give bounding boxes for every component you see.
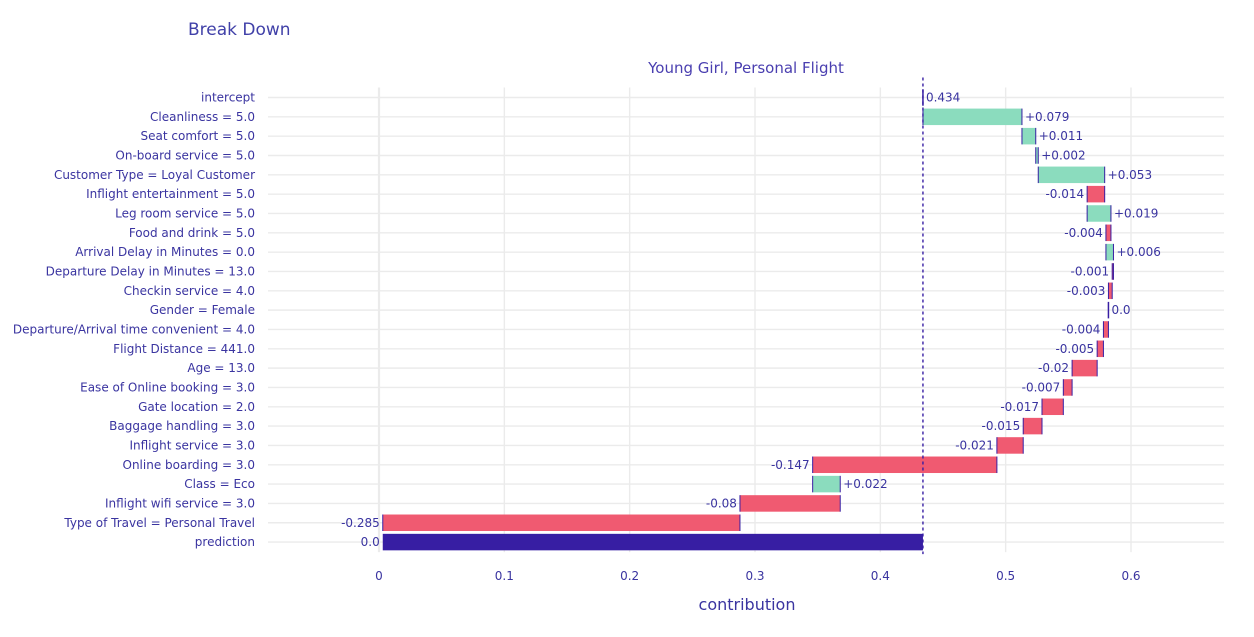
value-label: -0.005 [1055, 342, 1094, 356]
category-label: Type of Travel = Personal Travel [63, 516, 255, 530]
chart-title: Break Down [188, 20, 291, 40]
bar [382, 533, 923, 551]
bar [382, 514, 740, 532]
value-label: 0.0 [1111, 303, 1130, 317]
bar [739, 495, 841, 512]
value-label: -0.003 [1067, 284, 1106, 298]
x-tick-label: 0.5 [996, 569, 1015, 583]
bar [922, 108, 1022, 126]
value-label: -0.015 [982, 419, 1021, 433]
category-label: On-board service = 5.0 [115, 148, 255, 162]
x-axis-title: contribution [699, 595, 796, 614]
category-label: Seat comfort = 5.0 [141, 129, 255, 143]
value-label: -0.02 [1038, 361, 1069, 375]
bar [812, 475, 841, 493]
value-label: -0.004 [1064, 226, 1103, 240]
x-tick-label: 0.3 [745, 569, 764, 583]
bar [1023, 417, 1043, 435]
category-label: Online boarding = 3.0 [123, 458, 256, 472]
bar [1105, 224, 1111, 242]
bar [1087, 185, 1105, 203]
category-label: Baggage handling = 3.0 [109, 419, 255, 433]
grid [268, 87, 1224, 553]
value-label: +0.079 [1025, 110, 1069, 124]
category-label: Departure/Arrival time convenient = 4.0 [13, 322, 255, 336]
value-label: -0.017 [1000, 400, 1039, 414]
value-label: +0.019 [1114, 206, 1158, 220]
bar [1105, 243, 1114, 261]
bar [1021, 127, 1036, 145]
value-label: 0.0 [361, 535, 380, 549]
x-tick-label: 0.1 [495, 569, 514, 583]
category-label: Customer Type = Loyal Customer [54, 168, 255, 182]
value-label: -0.014 [1045, 187, 1084, 201]
bar [1087, 205, 1111, 222]
x-tick-label: 0.4 [871, 569, 890, 583]
value-label: -0.004 [1062, 322, 1101, 336]
bar [1035, 147, 1039, 164]
value-label: -0.007 [1022, 380, 1061, 394]
value-label: +0.011 [1039, 129, 1083, 143]
bar [1112, 263, 1114, 280]
value-label: -0.147 [771, 458, 810, 472]
category-label: Food and drink = 5.0 [129, 226, 255, 240]
value-label: +0.022 [843, 477, 887, 491]
category-label: Flight Distance = 441.0 [113, 342, 255, 356]
category-label: Inflight entertainment = 5.0 [86, 187, 255, 201]
x-tick-label: 0 [375, 569, 383, 583]
x-tick-label: 0.6 [1121, 569, 1140, 583]
category-label: Arrival Delay in Minutes = 0.0 [75, 245, 255, 259]
value-label: -0.285 [341, 516, 380, 530]
category-label: Gate location = 2.0 [138, 400, 255, 414]
category-label: Cleanliness = 5.0 [150, 110, 255, 124]
value-label: +0.053 [1108, 168, 1152, 182]
bar [1063, 379, 1073, 396]
value-label: -0.021 [955, 438, 994, 452]
value-label: -0.08 [706, 496, 737, 510]
category-label: intercept [201, 91, 255, 105]
chart-subtitle: Young Girl, Personal Flight [647, 59, 844, 77]
bar [812, 456, 997, 474]
category-label: prediction [195, 535, 255, 549]
category-label: Gender = Female [150, 303, 255, 317]
bar [1108, 282, 1113, 300]
value-label: -0.001 [1071, 264, 1110, 278]
bar [1097, 340, 1104, 358]
category-label: Age = 13.0 [187, 361, 255, 375]
category-label: Leg room service = 5.0 [115, 206, 255, 220]
value-label: +0.002 [1041, 148, 1085, 162]
bars [382, 77, 1114, 555]
value-label: +0.006 [1116, 245, 1160, 259]
category-label: Checkin service = 4.0 [124, 284, 255, 298]
bar [1103, 321, 1109, 338]
labels: 0 0.1 0.2 0.3 0.4 0.5 0.6 intercept 0.434 Cleanli… [13, 91, 1161, 584]
bar [1042, 398, 1064, 416]
category-label: Departure Delay in Minutes = 13.0 [46, 264, 255, 278]
bar [1072, 359, 1098, 377]
bar [1038, 166, 1105, 184]
category-label: Class = Eco [184, 477, 255, 491]
x-tick-label: 0.2 [620, 569, 639, 583]
category-label: Ease of Online booking = 3.0 [80, 380, 255, 394]
category-label: Inflight wifi service = 3.0 [105, 496, 255, 510]
value-label: 0.434 [926, 91, 960, 105]
bar [996, 437, 1024, 454]
category-label: Inflight service = 3.0 [129, 438, 255, 452]
